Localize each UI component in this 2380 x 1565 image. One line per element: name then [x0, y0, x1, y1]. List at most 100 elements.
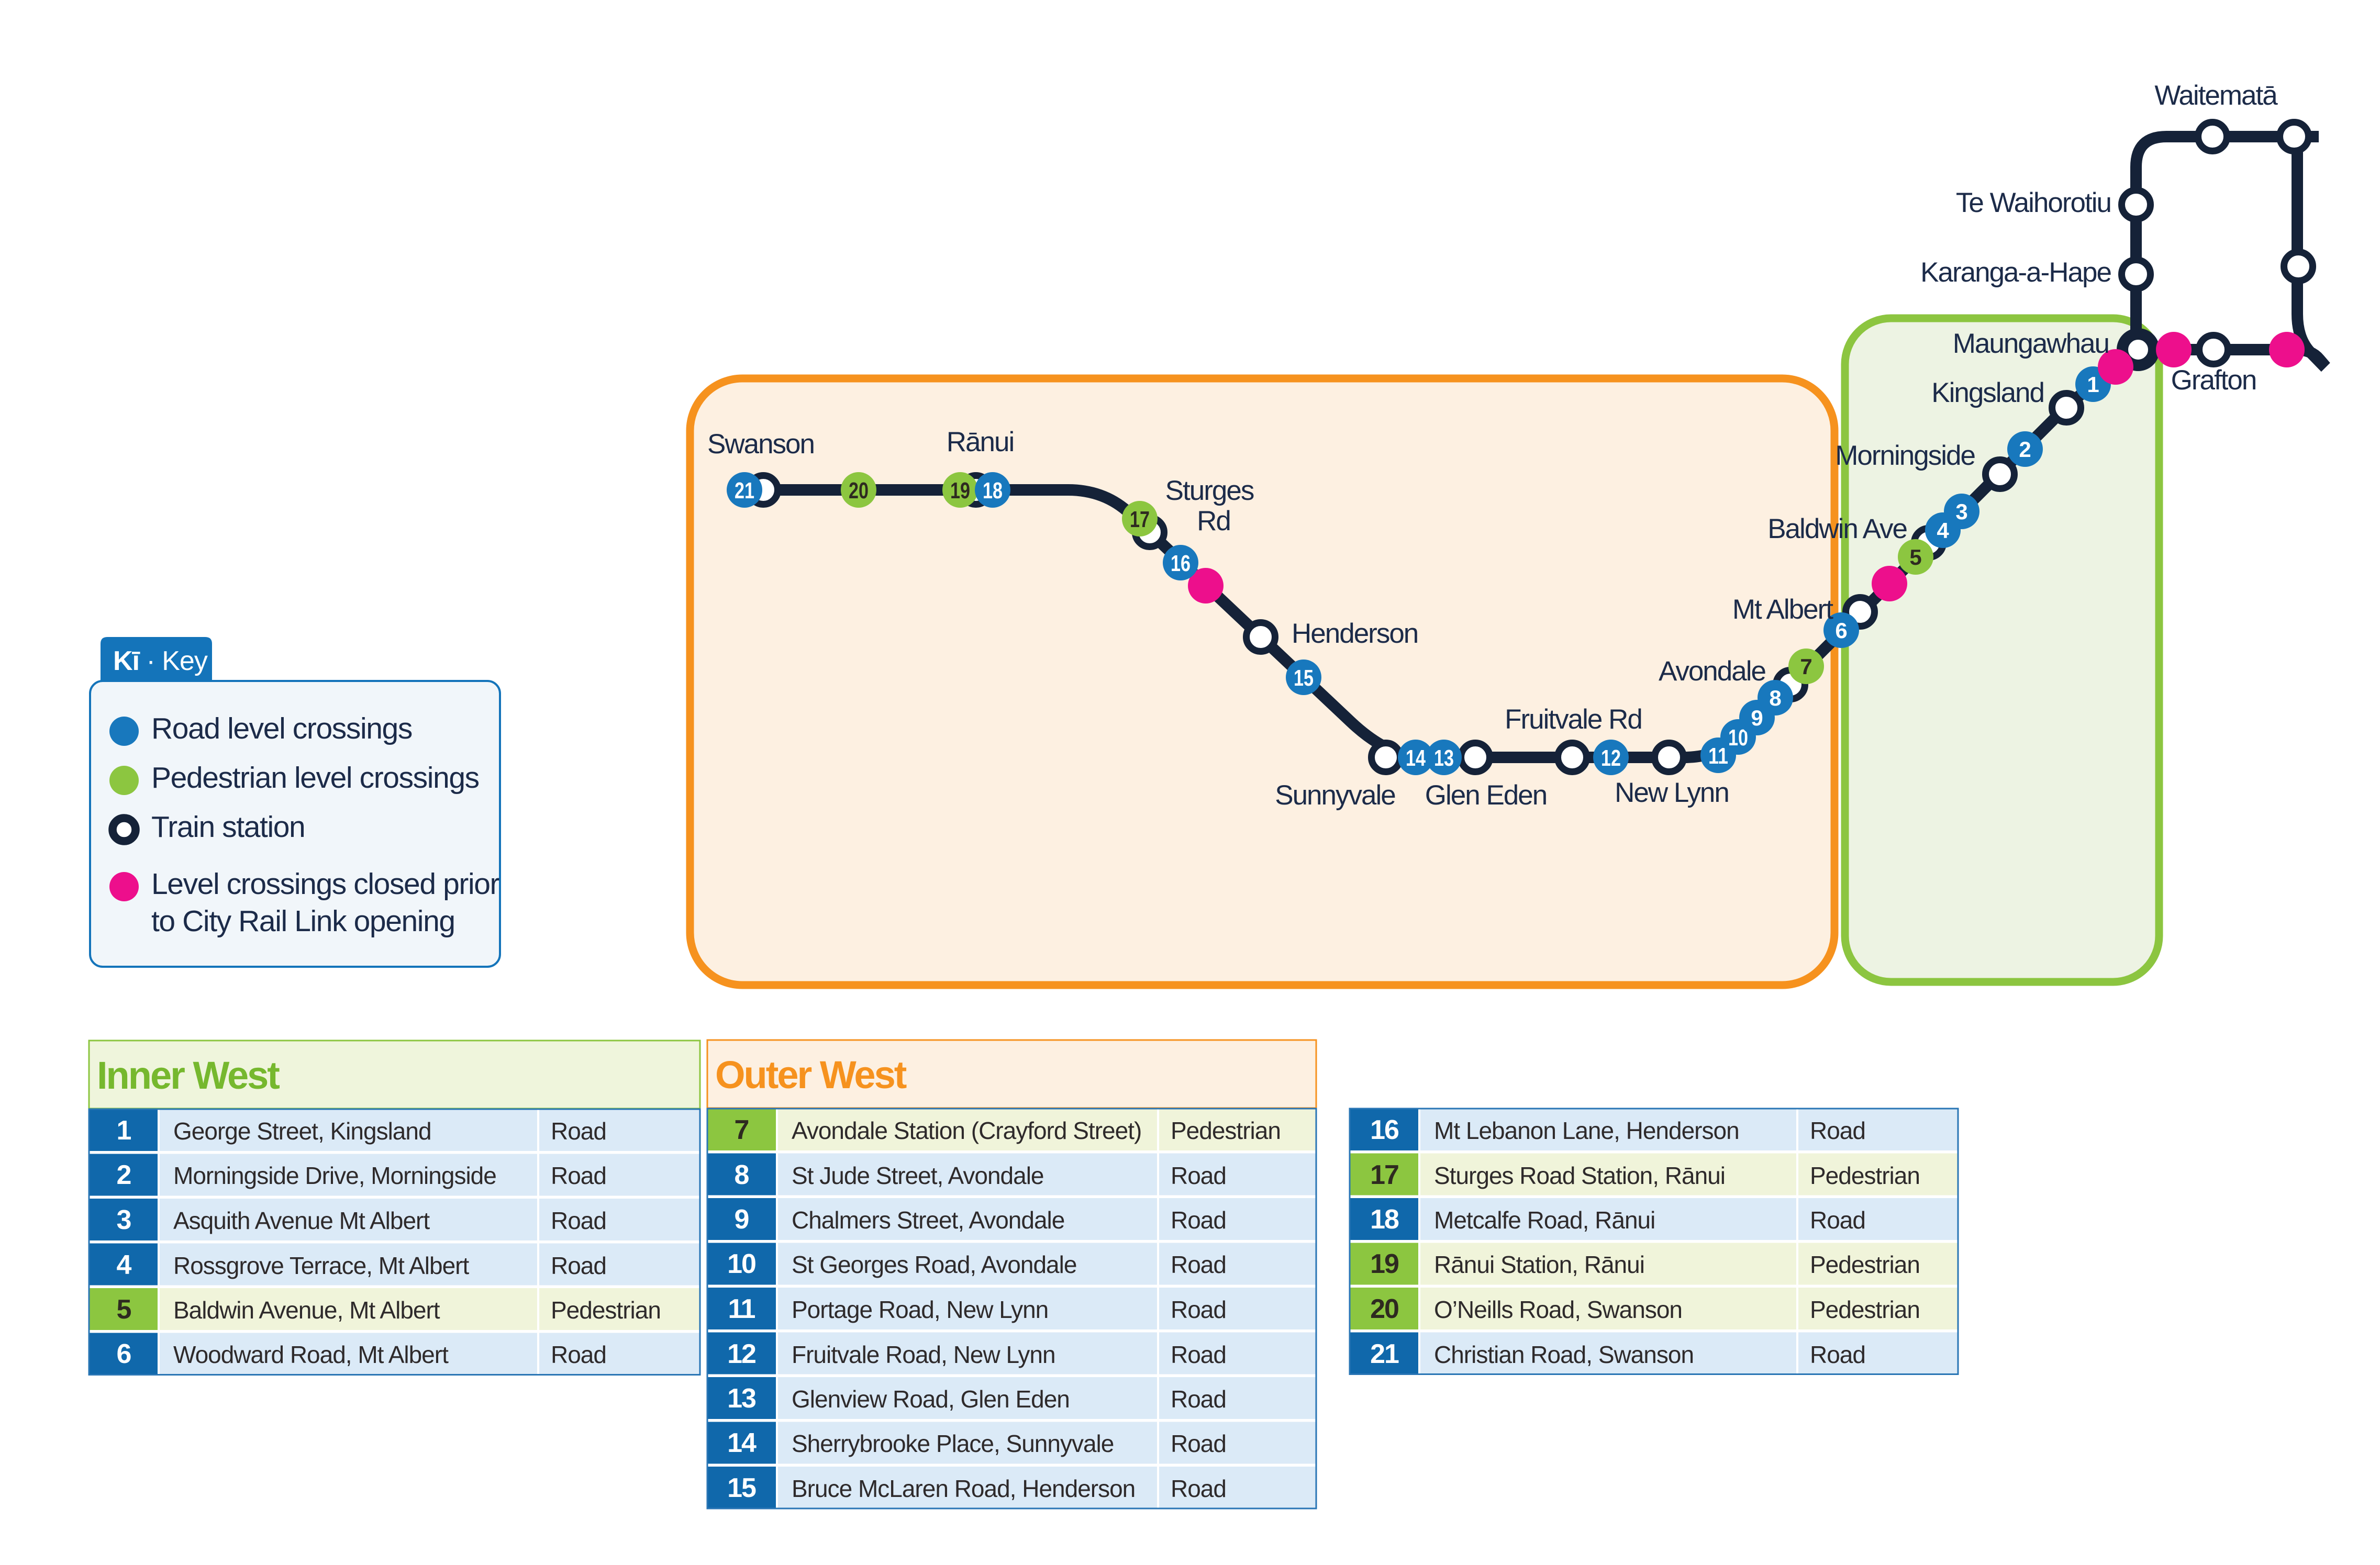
svg-text:19: 19 — [1370, 1249, 1398, 1279]
svg-text:21: 21 — [735, 478, 754, 504]
svg-text:17: 17 — [1130, 507, 1150, 532]
svg-text:18: 18 — [983, 478, 1003, 504]
svg-text:12: 12 — [727, 1339, 755, 1369]
svg-text:6: 6 — [1835, 618, 1847, 643]
svg-text:Henderson: Henderson — [1292, 618, 1418, 649]
svg-text:7: 7 — [735, 1115, 749, 1145]
svg-text:2: 2 — [117, 1160, 131, 1190]
svg-text:Mt Lebanon Lane, Henderson: Mt Lebanon Lane, Henderson — [1434, 1117, 1739, 1144]
svg-text:Rd: Rd — [1197, 506, 1230, 536]
svg-text:Road: Road — [551, 1117, 606, 1145]
svg-text:21: 21 — [1370, 1339, 1399, 1369]
svg-text:Sturges Road Station, Rānui: Sturges Road Station, Rānui — [1434, 1162, 1725, 1189]
svg-text:to City Rail Link opening: to City Rail Link opening — [151, 904, 455, 938]
svg-text:Road: Road — [1171, 1341, 1226, 1368]
svg-text:Baldwin Avenue, Mt Albert: Baldwin Avenue, Mt Albert — [173, 1296, 440, 1324]
svg-text:Rossgrove Terrace, Mt Albert: Rossgrove Terrace, Mt Albert — [173, 1252, 469, 1279]
svg-text:Level crossings closed prior: Level crossings closed prior — [151, 867, 500, 901]
svg-text:Maungawhau: Maungawhau — [1953, 328, 2109, 359]
svg-text:Road: Road — [1171, 1430, 1226, 1457]
svg-text:9: 9 — [1751, 706, 1763, 730]
svg-text:Glenview Road, Glen Eden: Glenview Road, Glen Eden — [792, 1385, 1070, 1413]
svg-text:Road: Road — [1171, 1385, 1226, 1413]
svg-text:5: 5 — [117, 1294, 131, 1325]
svg-text:St Jude Street, Avondale: St Jude Street, Avondale — [792, 1162, 1044, 1189]
svg-text:13: 13 — [727, 1383, 756, 1414]
svg-text:20: 20 — [1370, 1294, 1398, 1324]
svg-text:Road: Road — [551, 1207, 606, 1234]
svg-text:Glen Eden: Glen Eden — [1425, 780, 1547, 811]
svg-text:Kī · Key: Kī · Key — [113, 646, 208, 676]
svg-text:5: 5 — [1909, 545, 1921, 569]
svg-text:Morningside: Morningside — [1835, 440, 1975, 471]
svg-text:Te Waihorotiu: Te Waihorotiu — [1956, 187, 2111, 218]
svg-text:19: 19 — [950, 478, 970, 504]
svg-text:8: 8 — [1769, 686, 1781, 710]
svg-text:Sturges: Sturges — [1165, 475, 1254, 506]
svg-text:3: 3 — [1955, 499, 1967, 524]
svg-text:Avondale Station (Crayford Str: Avondale Station (Crayford Street) — [792, 1117, 1141, 1144]
svg-text:Avondale: Avondale — [1659, 656, 1766, 687]
svg-text:Pedestrian: Pedestrian — [1810, 1251, 1920, 1278]
svg-text:Sherrybrooke Place, Sunnyvale: Sherrybrooke Place, Sunnyvale — [792, 1430, 1114, 1457]
svg-text:Chalmers Street, Avondale: Chalmers Street, Avondale — [792, 1206, 1064, 1234]
svg-text:14: 14 — [1406, 745, 1426, 771]
svg-text:O’Neills Road, Swanson: O’Neills Road, Swanson — [1434, 1296, 1682, 1323]
svg-text:Inner West: Inner West — [97, 1054, 280, 1097]
svg-text:Road: Road — [1810, 1206, 1865, 1234]
svg-text:Train station: Train station — [151, 810, 305, 844]
svg-text:Baldwin Ave: Baldwin Ave — [1767, 513, 1907, 544]
svg-text:1: 1 — [117, 1115, 131, 1146]
svg-text:16: 16 — [1171, 551, 1191, 576]
svg-text:7: 7 — [1800, 654, 1812, 679]
svg-text:17: 17 — [1370, 1160, 1398, 1190]
svg-text:Rānui Station, Rānui: Rānui Station, Rānui — [1434, 1251, 1644, 1278]
svg-text:Bruce McLaren Road, Henderson: Bruce McLaren Road, Henderson — [792, 1475, 1135, 1502]
svg-text:15: 15 — [727, 1473, 756, 1503]
svg-text:Mt Albert: Mt Albert — [1732, 594, 1833, 625]
svg-text:Road: Road — [1171, 1162, 1226, 1189]
svg-text:18: 18 — [1370, 1204, 1399, 1235]
svg-text:Asquith Avenue Mt Albert: Asquith Avenue Mt Albert — [173, 1207, 430, 1234]
svg-text:16: 16 — [1370, 1115, 1399, 1145]
svg-text:9: 9 — [735, 1204, 749, 1235]
svg-text:Pedestrian: Pedestrian — [1810, 1296, 1920, 1323]
svg-text:Pedestrian: Pedestrian — [551, 1296, 661, 1324]
svg-text:2: 2 — [2019, 437, 2031, 462]
svg-text:Road: Road — [551, 1252, 606, 1279]
svg-text:Swanson: Swanson — [707, 429, 814, 460]
svg-text:Road: Road — [1171, 1475, 1226, 1502]
svg-text:6: 6 — [117, 1339, 131, 1369]
svg-text:12: 12 — [1601, 745, 1621, 771]
svg-text:4: 4 — [1937, 518, 1949, 543]
svg-text:Morningside Drive, Morningside: Morningside Drive, Morningside — [173, 1162, 496, 1189]
svg-text:11: 11 — [728, 1294, 755, 1324]
svg-text:13: 13 — [1434, 745, 1454, 771]
svg-text:Kingsland: Kingsland — [1931, 377, 2044, 408]
svg-text:15: 15 — [1294, 665, 1314, 691]
svg-text:Christian Road, Swanson: Christian Road, Swanson — [1434, 1341, 1694, 1368]
svg-text:14: 14 — [727, 1428, 757, 1458]
svg-text:George Street, Kingsland: George Street, Kingsland — [173, 1117, 431, 1145]
svg-text:Road: Road — [551, 1341, 606, 1368]
svg-text:3: 3 — [117, 1205, 131, 1235]
svg-text:New Lynn: New Lynn — [1615, 777, 1729, 808]
svg-text:Waitematā: Waitematā — [2154, 80, 2278, 111]
svg-text:Fruitvale Road, New Lynn: Fruitvale Road, New Lynn — [792, 1341, 1055, 1368]
svg-text:Road: Road — [1171, 1251, 1226, 1278]
svg-text:Rānui: Rānui — [947, 427, 1014, 457]
svg-text:Pedestrian: Pedestrian — [1171, 1117, 1281, 1144]
svg-text:Fruitvale Rd: Fruitvale Rd — [1505, 704, 1642, 735]
svg-text:Road: Road — [1171, 1296, 1226, 1323]
svg-text:Road: Road — [1810, 1117, 1865, 1144]
svg-text:Pedestrian level crossings: Pedestrian level crossings — [151, 761, 479, 795]
svg-text:Metcalfe Road, Rānui: Metcalfe Road, Rānui — [1434, 1206, 1655, 1234]
svg-text:Sunnyvale: Sunnyvale — [1275, 780, 1395, 811]
svg-text:Road level crossings: Road level crossings — [151, 712, 412, 745]
svg-text:Outer West: Outer West — [715, 1053, 907, 1097]
svg-text:1: 1 — [2087, 372, 2099, 397]
svg-text:Road: Road — [551, 1162, 606, 1189]
svg-text:St Georges Road, Avondale: St Georges Road, Avondale — [792, 1251, 1076, 1278]
svg-text:Road: Road — [1810, 1341, 1865, 1368]
svg-text:20: 20 — [849, 478, 869, 504]
